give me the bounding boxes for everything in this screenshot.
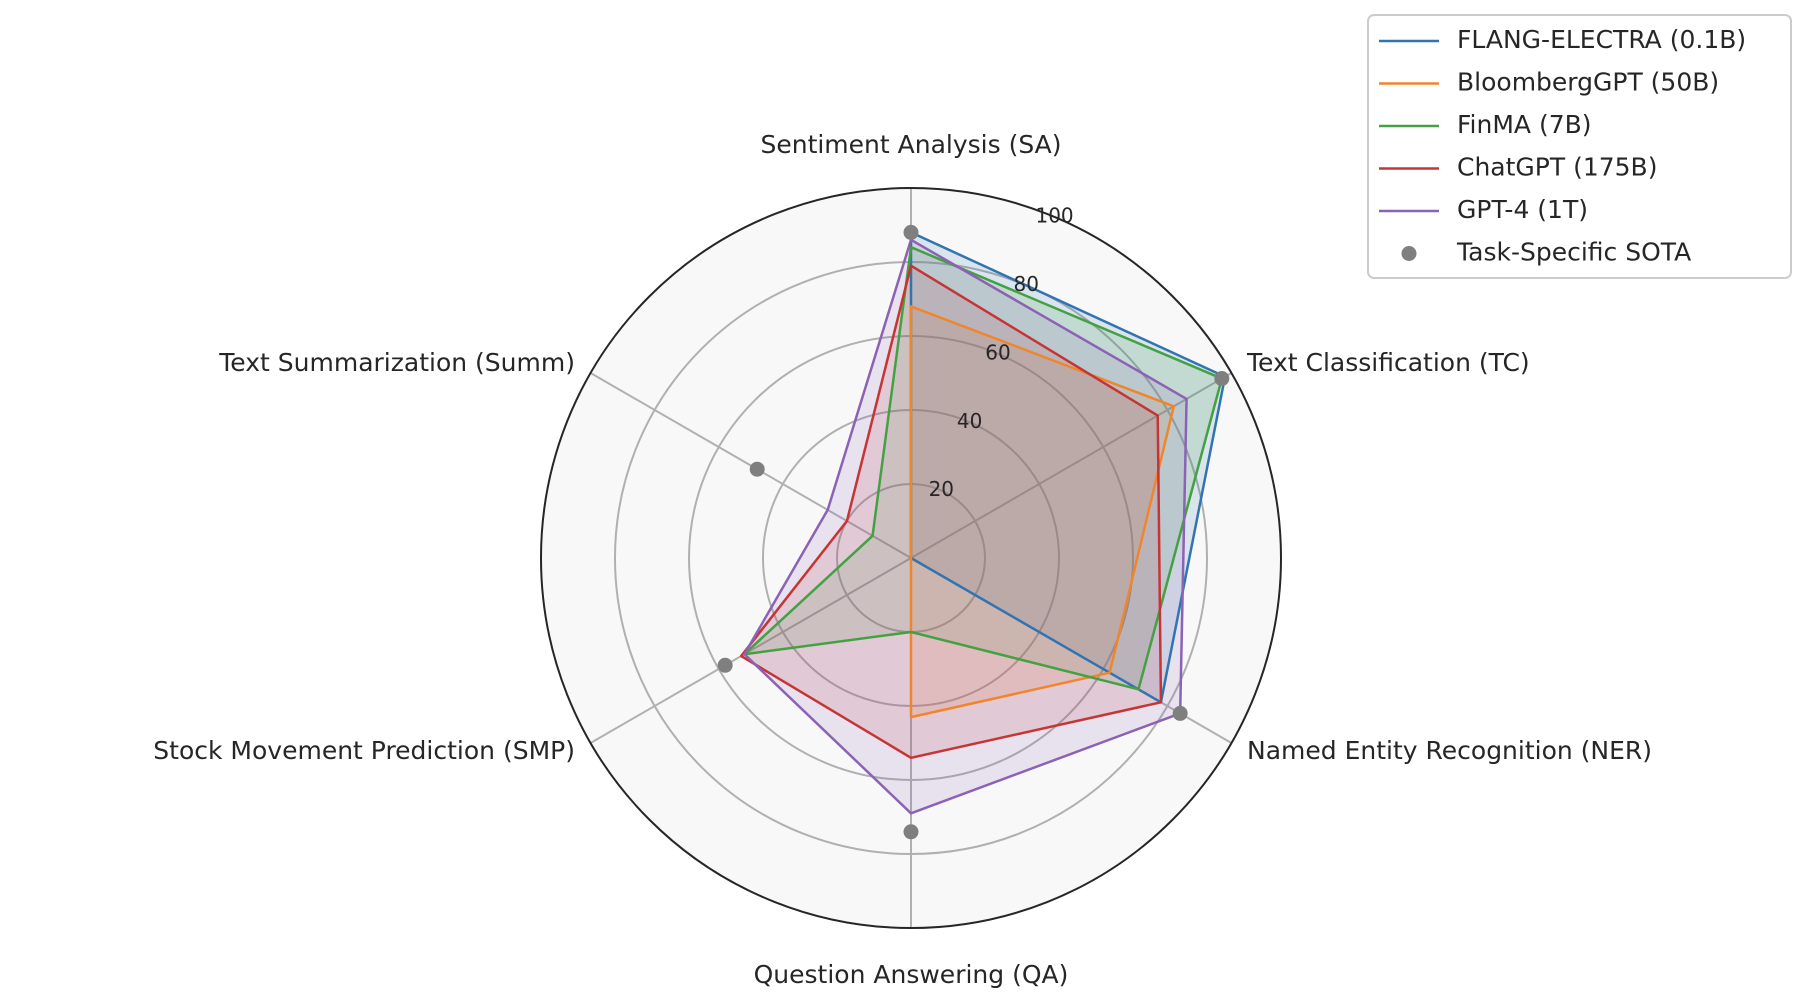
legend-box	[1367, 14, 1792, 279]
legend-label-gpt-4-1t: GPT-4 (1T)	[1457, 195, 1588, 224]
series-fills	[741, 232, 1226, 814]
axis-label-stock-movement-prediction-smp: Stock Movement Prediction (SMP)	[153, 736, 575, 765]
sota-point-named-entity-recognition-ner	[1172, 705, 1188, 721]
axis-labels: Sentiment Analysis (SA) Text Classificati…	[153, 130, 1652, 989]
series-fill-finma-7b	[744, 247, 1222, 690]
series-line-bloomberggpt-50b	[909, 305, 1175, 719]
sota-point-sentiment-analysis-sa	[903, 224, 919, 240]
series-line-chatgpt-175b	[739, 264, 1163, 760]
radial-tick-labels: 20 40 60 80 100	[929, 204, 1074, 501]
axis-label-sentiment-analysis-sa: Sentiment Analysis (SA)	[760, 130, 1061, 159]
sota-point-text-classification-tc	[1214, 371, 1230, 387]
r-tick-label-80: 80	[1014, 272, 1039, 296]
r-tick-label-40: 40	[957, 409, 982, 433]
r-tick-label-20: 20	[929, 477, 954, 501]
r-tick-label-60: 60	[985, 340, 1010, 364]
legend: FLANG-ELECTRA (0.1B) BloombergGPT (50B) Fi…	[1367, 14, 1792, 279]
outer-ring	[540, 187, 1282, 929]
sota-point-question-answering-qa	[903, 824, 919, 840]
sota-markers	[717, 224, 1230, 840]
series-lines	[739, 231, 1227, 815]
legend-label-chatgpt-175b: ChatGPT (175B)	[1457, 153, 1657, 182]
legend-label-finma-7b: FinMA (7B)	[1457, 110, 1592, 139]
spoke-text-classification-tc	[910, 372, 1232, 559]
legend-label-task-specific-sota: Task-Specific SOTA	[1456, 238, 1691, 267]
r-tick-label-100: 100	[1035, 204, 1073, 228]
axis-label-named-entity-recognition-ner: Named Entity Recognition (NER)	[1247, 736, 1652, 765]
series-fill-gpt-4-1t	[744, 239, 1187, 814]
sota-point-text-summarization-summ	[749, 461, 765, 477]
series-fill-bloomberggpt-50b	[911, 306, 1174, 718]
spoke-stock-movement-prediction-smp	[590, 557, 912, 744]
series-fill-flang-electra-0-1b	[911, 232, 1226, 703]
legend-marker-task-specific-sota	[1401, 246, 1417, 261]
series-fill-chatgpt-175b	[741, 265, 1161, 758]
axis-label-text-summarization-summ: Text Summarization (Summ)	[218, 348, 575, 377]
series-line-gpt-4-1t	[743, 238, 1188, 815]
axis-label-question-answering-qa: Question Answering (QA)	[754, 960, 1069, 989]
legend-label-flang-electra-0-1b: FLANG-ELECTRA (0.1B)	[1457, 25, 1746, 54]
legend-label-bloomberggpt-50b: BloombergGPT (50B)	[1457, 68, 1719, 97]
axis-label-text-classification-tc: Text Classification (TC)	[1246, 348, 1530, 377]
sota-point-stock-movement-prediction-smp	[717, 657, 733, 673]
